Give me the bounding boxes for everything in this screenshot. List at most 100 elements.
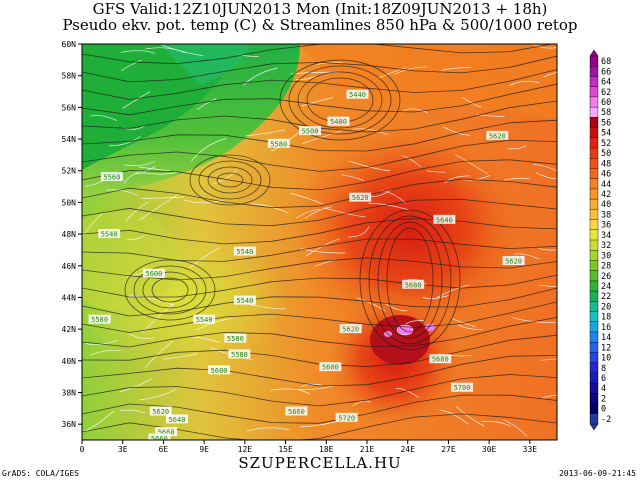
colorbar-segment [589, 372, 599, 384]
chart-title-line-1: GFS Valid:12Z10JUN2013 Mon (Init:18Z09JU… [92, 0, 548, 18]
streamline [455, 154, 488, 175]
svg-text:5600: 5600 [145, 270, 162, 278]
colorbar-label: 36 [601, 221, 611, 231]
lon-label: 15E [278, 445, 293, 454]
svg-text:5620: 5620 [342, 326, 359, 334]
colorbar-label: 12 [601, 343, 611, 353]
streamline [426, 170, 446, 173]
contour-label: 5540 [98, 229, 121, 239]
contour-loop [377, 221, 443, 339]
contour-label: 5700 [451, 382, 473, 392]
lat-label: 60N [62, 40, 77, 49]
streamline [304, 206, 332, 219]
streamline [189, 247, 220, 269]
streamline [195, 318, 232, 331]
colorbar-label: 42 [601, 190, 611, 200]
contour-label: 5600 [319, 362, 342, 372]
colorbar-segment [589, 219, 599, 231]
lat-label: 56N [62, 103, 77, 112]
streamline [142, 302, 175, 333]
streamline [503, 419, 528, 437]
colorbar-label: 48 [601, 159, 611, 169]
colorbar-label: 34 [601, 231, 611, 241]
streamline [537, 247, 557, 251]
svg-text:5540: 5540 [101, 231, 118, 239]
streamline [455, 406, 485, 427]
lat-label: 40N [62, 357, 77, 366]
contour-label: 5540 [233, 295, 256, 305]
colorbar-segment [589, 96, 599, 108]
colorbar-segment [589, 158, 599, 169]
streamline [127, 295, 175, 306]
streamline [191, 138, 227, 162]
contour-label: 5620 [486, 130, 509, 140]
colorbar-segment [589, 178, 599, 190]
colorbar-label: 40 [601, 200, 611, 210]
colorbar-segment [589, 270, 599, 282]
colorbar-label: 60 [601, 98, 611, 108]
streamline [481, 420, 512, 427]
streamline [90, 114, 118, 121]
lon-label: 6E [159, 445, 169, 454]
contour-loop [207, 166, 253, 194]
svg-text:5560: 5560 [103, 174, 120, 182]
streamline [341, 174, 364, 181]
streamline [422, 295, 449, 300]
colorbar-segment [589, 393, 599, 405]
contour-line [82, 198, 557, 227]
colorbar-segment [589, 147, 599, 159]
svg-text:5680: 5680 [405, 281, 422, 289]
lon-label: 3E [118, 445, 128, 454]
streamline [139, 389, 176, 401]
streamline [541, 394, 557, 399]
streamline [514, 253, 540, 260]
contour-label: 5580 [224, 333, 247, 343]
svg-text:5580: 5580 [91, 316, 108, 324]
streamline [378, 67, 407, 79]
contour-label: 5540 [233, 246, 256, 256]
footer-credit: GrADS: COLA/IGES [2, 469, 80, 478]
svg-text:5580: 5580 [270, 140, 287, 148]
colorbar: 6866646260585654525048464442403836343230… [589, 49, 611, 431]
colorbar-segment [589, 137, 599, 149]
colorbar-label: 2 [601, 394, 606, 404]
lon-label: 24E [400, 445, 415, 454]
svg-text:5660: 5660 [151, 435, 168, 443]
contour-line [82, 159, 557, 191]
colorbar-segment [589, 106, 599, 118]
colorbar-label: 66 [601, 67, 611, 77]
contour-line [82, 274, 557, 298]
svg-text:5620: 5620 [152, 408, 169, 416]
contour-label: 5440 [346, 89, 369, 99]
contour-label: 5620 [339, 324, 362, 334]
lon-label: 27E [441, 445, 456, 454]
colorbar-segment [589, 311, 599, 323]
streamline [352, 128, 388, 136]
contour-loop [151, 277, 189, 303]
colorbar-segment [589, 301, 599, 313]
streamline [298, 385, 335, 391]
colorbar-segment [589, 229, 599, 241]
contour-label: 5680 [429, 354, 452, 364]
svg-text:5640: 5640 [436, 216, 453, 224]
svg-text:5620: 5620 [505, 258, 522, 266]
colorbar-segment [589, 250, 599, 261]
colorbar-segment [589, 362, 599, 374]
streamline [302, 130, 343, 144]
lat-label: 36N [62, 420, 77, 429]
streamline [162, 353, 198, 360]
contour-line [82, 83, 557, 116]
colorbar-label: 30 [601, 251, 611, 261]
streamline [139, 193, 179, 221]
streamline [119, 409, 146, 414]
streamline [123, 160, 155, 166]
contour-label: 5500 [299, 126, 321, 136]
streamline [457, 324, 484, 331]
colorbar-label: 8 [601, 364, 606, 374]
lon-label: 12E [238, 445, 253, 454]
contour-line [82, 257, 557, 281]
colorbar-label: 44 [601, 180, 611, 190]
streamline [135, 166, 156, 175]
plot-frame [81, 43, 558, 441]
colorbar-segment [589, 403, 599, 415]
